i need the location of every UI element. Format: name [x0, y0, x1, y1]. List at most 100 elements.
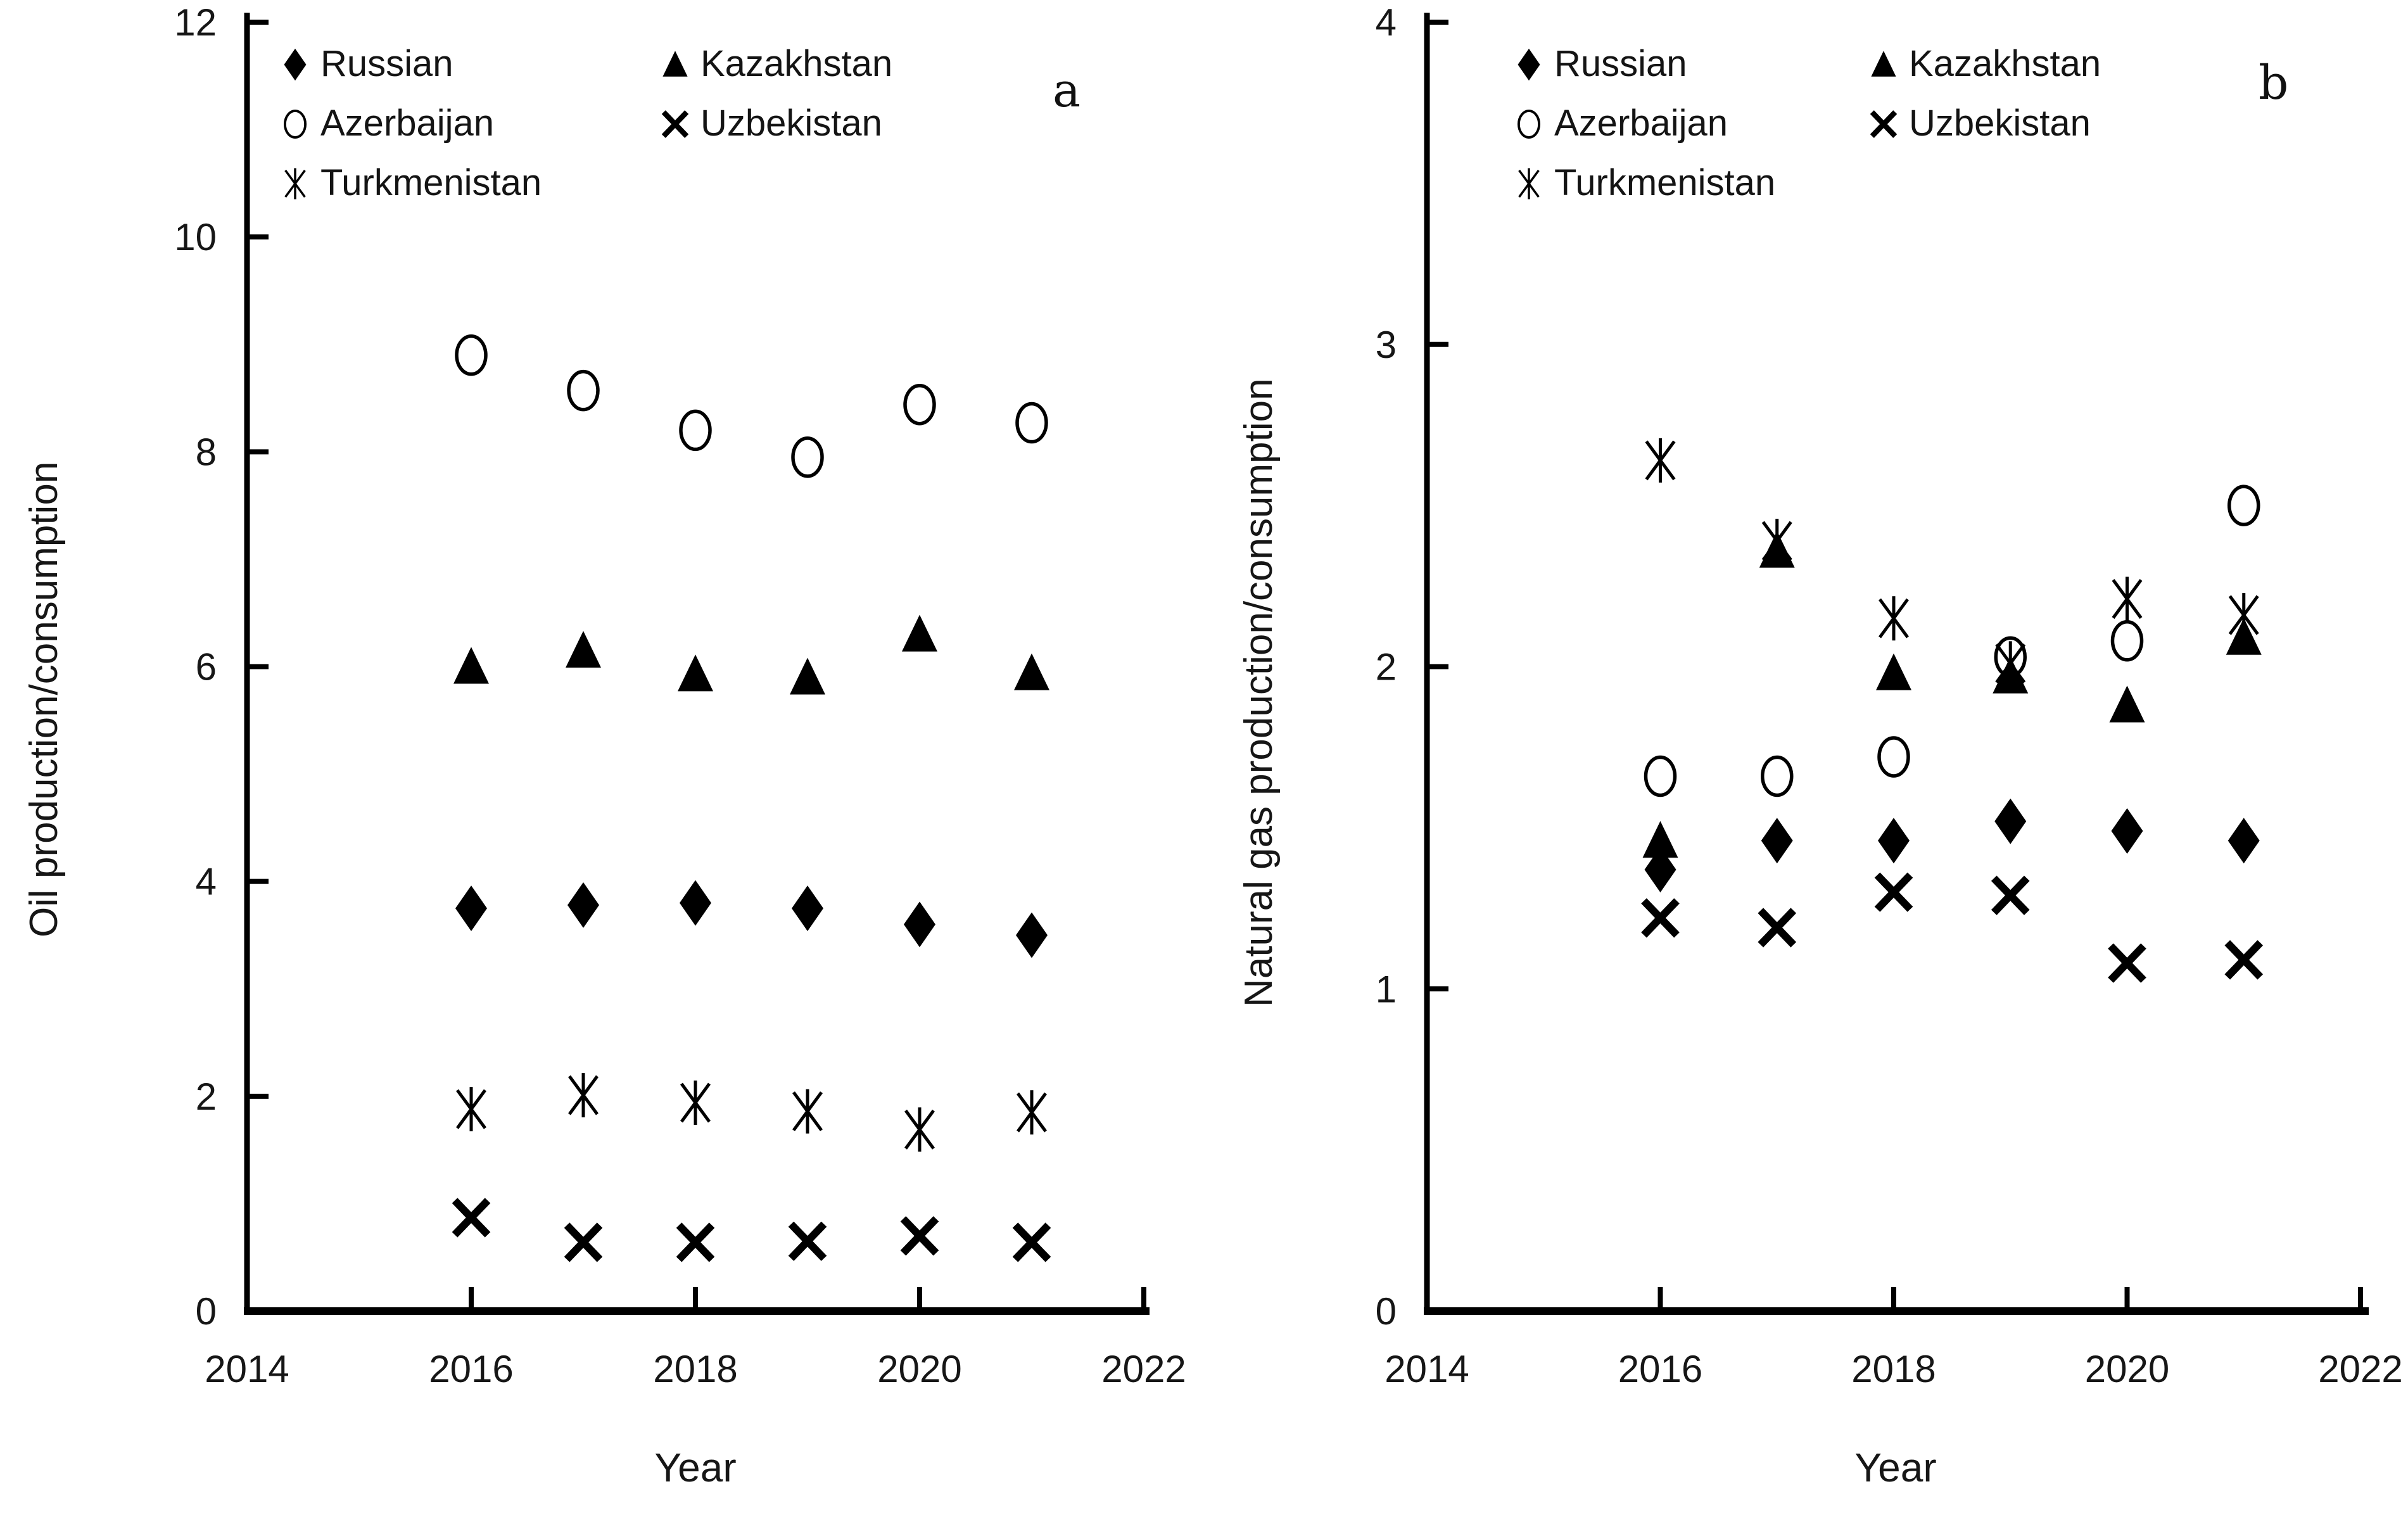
asterisk-icon [276, 157, 317, 208]
uzbekistan-point-2020 [2108, 943, 2146, 983]
legend-item-kazakhstan: Kazakhstan [1865, 37, 2101, 90]
x-ticks-a: 2014 2016 2018 2020 2022 [205, 1287, 1186, 1390]
x-tick-label: 2016 [429, 1348, 513, 1390]
azerbaijan-point-2021 [1015, 402, 1048, 444]
asterisk-legend-glyph [1518, 168, 1540, 200]
series-turkmenistan [1645, 438, 2259, 686]
legend-item-russian: Russian [1510, 37, 1865, 90]
series-russian [1644, 798, 2260, 893]
legend-label: Kazakhstan [1909, 42, 2101, 84]
uzbekistan-point-2017 [564, 1222, 603, 1262]
uzbekistan-point-2016 [452, 1198, 491, 1238]
series-azerbaijan [1644, 485, 2260, 797]
y-axis-title-oil: Oil production/consumption [22, 461, 66, 937]
y-tick-label: 1 [1376, 968, 1397, 1010]
circle-open-icon [276, 98, 317, 148]
azerbaijan-point-2016 [455, 334, 488, 376]
legend-panel-b: Russian Kazakhstan Azerbaijan Uzbekistan Tur… [1510, 37, 2101, 209]
kazakhstan-point-2016 [1642, 821, 1678, 858]
series-azerbaijan [455, 334, 1048, 478]
y-tick-label: 4 [1376, 1, 1397, 44]
y-tick-label: 6 [196, 646, 217, 688]
y-tick-label: 2 [196, 1075, 217, 1118]
x-cross-icon [1865, 98, 1905, 148]
azerbaijan-point-2016 [1644, 755, 1677, 797]
diamond-icon [1510, 38, 1550, 89]
y-tick-label: 4 [196, 861, 217, 903]
panel-a: 0 2 4 6 8 10 12 2014 2016 2018 2020 2022 [174, 1, 1186, 1390]
panel-label-b: b [2259, 56, 2289, 110]
azerbaijan-point-2018 [1877, 736, 1910, 778]
legend-item-kazakhstan: Kazakhstan [656, 37, 892, 90]
triangle-icon [656, 38, 697, 89]
diamond-icon [276, 38, 317, 89]
y-axis-title-gas: Natural gas production/consumption [1237, 378, 1281, 1007]
axes-a [244, 13, 1150, 1315]
turkmenistan-point-2019 [792, 1089, 823, 1134]
uzbekistan-point-2019 [788, 1221, 827, 1261]
turkmenistan-point-2019 [1995, 641, 2026, 686]
azerbaijan-point-2017 [567, 369, 600, 412]
x-tick-label: 2014 [205, 1348, 289, 1390]
uzbekistan-point-2018 [676, 1222, 715, 1262]
series-uzbekistan [1641, 872, 2264, 983]
russian-point-2021 [2227, 818, 2260, 864]
y-tick-label: 10 [174, 216, 217, 258]
triangle-legend-glyph [1871, 51, 1896, 77]
russian-point-2021 [1016, 912, 1048, 958]
legend-item-turkmenistan: Turkmenistan [276, 156, 656, 209]
x-axis-title-b: Year [1854, 1445, 1937, 1490]
russian-point-2018 [1878, 818, 1910, 864]
russian-point-2019 [792, 885, 823, 932]
x-cross-legend-glyph [661, 110, 689, 138]
kazakhstan-point-2018 [1876, 653, 1911, 690]
legend-item-uzbekistan: Uzbekistan [1865, 96, 2101, 149]
x-tick-label: 2018 [653, 1348, 737, 1390]
legend-item-turkmenistan: Turkmenistan [1510, 156, 1865, 209]
legend-label: Uzbekistan [700, 102, 882, 144]
legend-label: Russian [320, 42, 453, 84]
x-tick-label: 2020 [2085, 1348, 2169, 1390]
x-axis-title-a: Year [654, 1445, 737, 1490]
legend-label: Kazakhstan [700, 42, 893, 84]
panel-b: 0 1 2 3 4 2014 2016 2018 2020 2022 [1376, 1, 2403, 1390]
x-tick-label: 2020 [877, 1348, 961, 1390]
x-tick-label: 2022 [2318, 1348, 2402, 1390]
diamond-legend-glyph [284, 48, 307, 81]
y-tick-label: 8 [196, 431, 217, 473]
uzbekistan-point-2021 [2224, 940, 2264, 980]
azerbaijan-point-2018 [679, 409, 712, 452]
uzbekistan-point-2017 [1758, 908, 1797, 948]
kazakhstan-point-2020 [2109, 685, 2145, 723]
series-kazakhstan [453, 614, 1049, 695]
kazakhstan-point-2019 [790, 657, 825, 695]
azerbaijan-point-2017 [1761, 755, 1794, 797]
series-turkmenistan [455, 1073, 1048, 1152]
asterisk-legend-glyph [284, 168, 306, 200]
kazakhstan-point-2016 [453, 647, 489, 684]
russian-point-2020 [2111, 808, 2143, 854]
legend-item-russian: Russian [276, 37, 656, 90]
legend-label: Turkmenistan [320, 162, 542, 203]
legend-label: Azerbaijan [320, 102, 495, 144]
legend-item-azerbaijan: Azerbaijan [276, 96, 656, 149]
x-tick-label: 2022 [1101, 1348, 1186, 1390]
turkmenistan-point-2016 [455, 1087, 487, 1132]
turkmenistan-point-2016 [1645, 438, 1676, 483]
circle-open-legend-glyph [283, 110, 307, 139]
turkmenistan-point-2020 [2112, 576, 2143, 621]
legend-label: Turkmenistan [1554, 162, 1776, 203]
turkmenistan-point-2020 [904, 1107, 935, 1152]
panel-label-a: a [1053, 63, 1081, 118]
russian-point-2017 [1761, 818, 1793, 864]
series-uzbekistan [452, 1198, 1051, 1262]
russian-point-2020 [904, 901, 935, 948]
russian-point-2019 [1994, 798, 2027, 844]
russian-point-2018 [680, 880, 711, 926]
uzbekistan-point-2021 [1012, 1222, 1051, 1262]
x-ticks-b: 2014 2016 2018 2020 2022 [1385, 1287, 2403, 1390]
diamond-legend-glyph [1518, 48, 1540, 81]
y-ticks-a: 0 2 4 6 8 10 12 [174, 1, 269, 1333]
kazakhstan-point-2021 [1014, 653, 1049, 690]
